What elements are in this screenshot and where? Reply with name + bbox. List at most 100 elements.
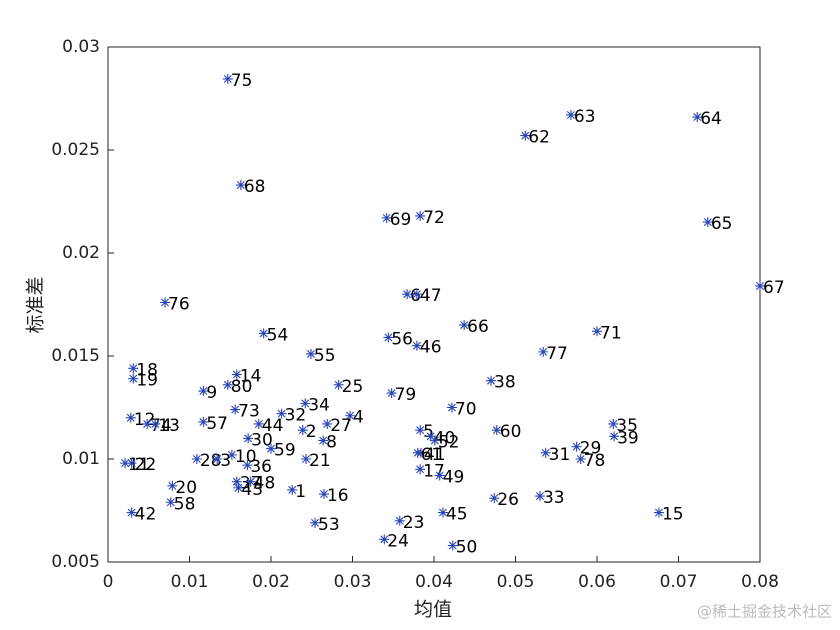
point-label: 20 [175,478,197,498]
point [575,454,586,464]
x-tick-label: 0.03 [334,572,372,592]
point [415,210,426,221]
point [381,212,392,223]
point-label: 4 [353,408,364,428]
point [394,515,405,526]
point [126,458,137,469]
point-label: 19 [136,371,158,391]
point [333,379,344,390]
x-tick-label: 0.07 [660,572,698,592]
point-label: 54 [267,325,289,345]
point [160,297,171,308]
point [165,497,176,508]
point [609,431,620,442]
point [702,217,713,228]
point [258,328,269,339]
point [412,447,423,458]
point-label: 57 [206,414,228,434]
point-label: 11 [128,455,150,475]
point [128,373,139,384]
point-label: 59 [274,441,296,461]
plot-area [107,46,761,563]
point [437,507,448,518]
point [520,130,531,141]
x-tick-label: 0 [103,572,114,592]
point [592,326,602,337]
point [120,458,131,469]
point-label: 3 [220,451,231,471]
point-label: 31 [549,445,571,465]
point-label: 52 [438,432,460,452]
point-label: 39 [617,428,639,448]
point [653,507,664,518]
point-label: 24 [387,531,409,551]
point [489,493,500,504]
point [242,460,253,471]
point [459,320,470,331]
point [266,443,276,454]
point [429,435,440,446]
point [235,180,246,191]
point-label: 61 [421,445,443,465]
point-label: 50 [456,538,478,558]
y-tick-label: 0.015 [51,346,100,366]
point [565,109,576,120]
point-label: 32 [285,406,307,426]
point-label: 72 [423,208,445,228]
point [226,449,237,460]
point-label: 78 [584,451,606,471]
point [233,482,244,493]
point-label: 53 [318,515,340,535]
y-tick-label: 0.005 [51,552,100,572]
point-label: 23 [403,513,425,533]
point-label: 58 [174,494,196,514]
point-label: 28 [200,451,222,471]
point-label: 80 [231,377,253,397]
point [486,375,497,386]
point-label: 69 [390,210,412,230]
point-label: 21 [309,451,331,471]
point [243,433,254,444]
point-label: 47 [420,286,442,306]
point-label: 9 [206,383,217,403]
point [125,412,136,423]
point [692,112,703,123]
point [128,363,139,374]
point [608,418,619,429]
point [318,435,329,446]
point-label: 45 [446,505,468,525]
point-label: 63 [574,107,596,127]
point [300,398,311,409]
point [402,289,413,300]
point-label: 67 [763,278,785,298]
point-label: 29 [580,439,602,459]
point [297,425,308,436]
point-label: 14 [240,367,262,387]
y-tick-label: 0.025 [51,140,100,160]
point-label: 42 [135,505,157,525]
point-label: 33 [543,488,565,508]
point [301,454,312,464]
point [276,408,287,419]
point [222,73,233,84]
point-label: 75 [231,71,253,91]
point-label: 62 [528,128,550,148]
point [198,416,209,427]
point-label: 77 [546,344,568,364]
point-label: 64 [700,109,722,129]
point-label: 38 [494,373,516,393]
point-label: 18 [136,360,158,380]
point-label: 40 [434,428,456,448]
point-label: 68 [244,177,266,197]
point-label: 22 [135,455,157,475]
y-tick-label: 0.01 [62,449,100,469]
point-label: 27 [330,416,352,436]
point-label: 41 [424,445,446,465]
point [755,280,765,291]
point-label: 55 [314,346,336,366]
x-tick-label: 0.02 [252,572,290,592]
point [310,517,321,528]
x-axis-label: 均值 [414,599,452,621]
point [191,454,202,464]
